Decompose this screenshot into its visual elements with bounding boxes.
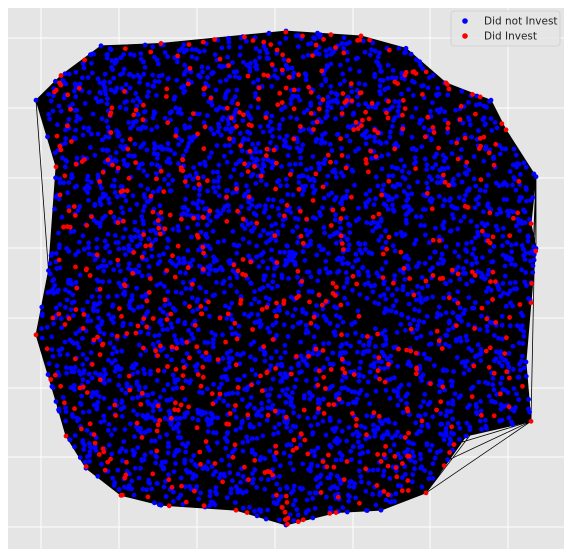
legend-marker-did-invest <box>462 33 468 39</box>
legend-marker-did-not-invest <box>462 18 468 24</box>
legend-label-did-invest: Did Invest <box>484 31 537 43</box>
legend: Did not Invest Did Invest <box>451 11 560 46</box>
legend-label-did-not-invest: Did not Invest <box>484 16 558 28</box>
